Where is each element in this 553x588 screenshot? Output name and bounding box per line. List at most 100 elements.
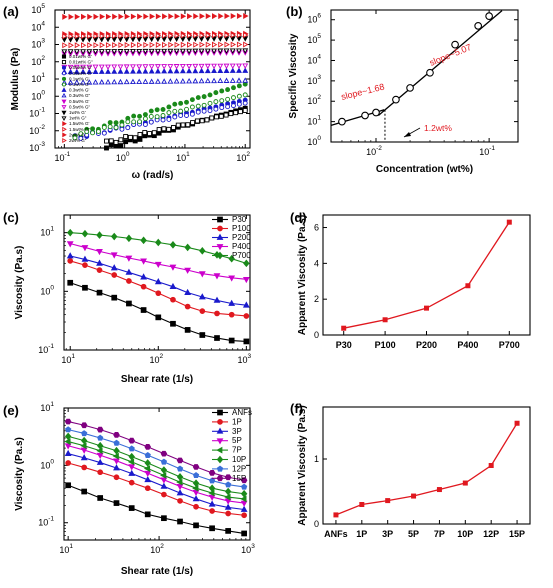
y-tick-label: 100 (31, 89, 45, 101)
data-point (184, 327, 191, 333)
data-point (113, 458, 120, 465)
data-point (98, 79, 105, 85)
legend-marker (62, 137, 67, 144)
data-point (213, 90, 219, 96)
data-point (205, 41, 212, 48)
x-tick-label: 15P (509, 529, 525, 539)
legend-entry: 15P (232, 474, 246, 483)
data-point (184, 106, 189, 112)
legend-marker (62, 126, 67, 132)
data-point (155, 290, 162, 297)
data-point (224, 41, 230, 48)
data-point (64, 432, 72, 441)
legend-entry: 1P (232, 417, 242, 426)
data-point (105, 78, 111, 85)
data-point (217, 67, 224, 74)
y-tick-label: 0 (314, 330, 319, 340)
y-tick-label: 10-1 (38, 343, 54, 355)
legend-marker (216, 438, 224, 445)
data-point (173, 48, 180, 55)
legend-entry: P700 (232, 251, 251, 260)
data-point (204, 48, 211, 54)
data-point (207, 108, 213, 114)
data-point (129, 78, 136, 85)
data-point (224, 487, 232, 496)
legend-marker (61, 92, 67, 98)
data-point (111, 64, 118, 70)
data-point (462, 480, 468, 486)
legend-marker (216, 244, 224, 251)
y-tick-label: 10-3 (29, 141, 45, 153)
panel-label: (b) (286, 4, 303, 19)
data-point (148, 68, 155, 74)
data-point (338, 117, 346, 126)
legend-entry: 12P (232, 464, 246, 473)
panel-a: (a)10-1 100 101 10210-310-210-1100101102103… (3, 3, 251, 181)
data-point (166, 117, 172, 122)
data-point (92, 79, 99, 85)
x-tick-label: 5P (408, 529, 419, 539)
data-point (86, 79, 93, 85)
x-tick-label: ANFs (324, 529, 348, 539)
data-point (113, 139, 119, 145)
y-tick-exponent: 5 (317, 33, 321, 40)
data-point (192, 63, 199, 70)
x-tick-exponent: 3 (248, 353, 252, 360)
data-point (242, 48, 249, 54)
data-point (117, 68, 124, 74)
data-point (144, 511, 151, 518)
data-point (223, 77, 230, 83)
data-point (180, 32, 187, 39)
data-point (125, 234, 133, 243)
data-point (195, 95, 201, 101)
data-point (184, 113, 189, 118)
x-tick-exponent: 3 (251, 543, 255, 550)
data-point (217, 63, 224, 70)
data-point (148, 48, 155, 55)
data-point (218, 13, 224, 20)
data-point (97, 434, 104, 441)
x-tick-label: P700 (499, 340, 520, 350)
data-point (92, 68, 99, 74)
data-point (242, 81, 248, 87)
data-point (154, 107, 160, 113)
data-point (97, 495, 104, 501)
data-point (105, 13, 112, 20)
data-point (67, 79, 74, 85)
legend-marker (61, 116, 67, 121)
data-point (104, 145, 109, 151)
data-point (105, 33, 112, 39)
y-axis-label: Apparent Viscosity (Pa.s) (297, 405, 308, 525)
data-point (162, 13, 168, 20)
data-point (67, 279, 74, 286)
legend-entry: 1wt% G" (69, 116, 87, 121)
data-point (148, 108, 154, 114)
y-axis-label: Specific Viscosity (288, 33, 299, 118)
data-point (170, 296, 176, 303)
series-11 (61, 48, 249, 55)
data-point (143, 13, 149, 20)
data-point (193, 13, 199, 20)
x-tick-label: 7P (434, 529, 445, 539)
data-point (81, 464, 88, 471)
legend-entry: 0.01wt% G' (69, 54, 92, 59)
data-point (161, 48, 168, 55)
series-line (70, 260, 247, 317)
data-point (243, 32, 249, 39)
data-point (123, 64, 130, 70)
y-tick-exponent: -3 (39, 141, 45, 148)
legend-marker (217, 419, 223, 425)
data-point (107, 124, 113, 130)
panel-label: (a) (3, 4, 19, 19)
data-point (84, 129, 90, 134)
data-point (154, 114, 160, 120)
data-point (66, 228, 74, 237)
legend-entry: 1wt% G' (69, 110, 86, 115)
data-point (406, 84, 414, 92)
x-tick-label: 3P (382, 529, 393, 539)
data-point (192, 472, 200, 479)
data-point (81, 42, 87, 49)
data-point (142, 116, 148, 122)
data-point (205, 32, 212, 39)
